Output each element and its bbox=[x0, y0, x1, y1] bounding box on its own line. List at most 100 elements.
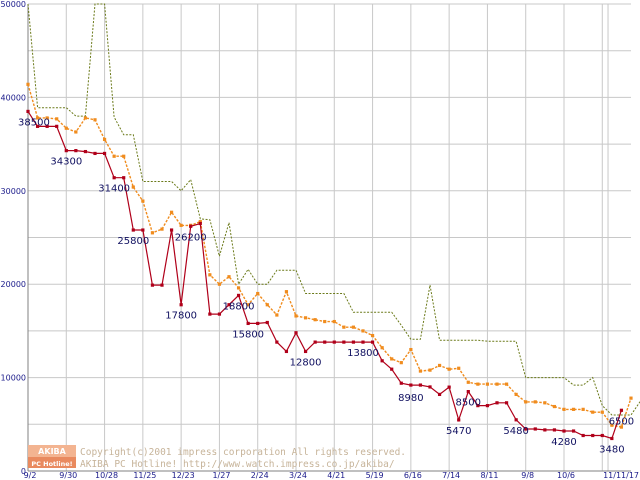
average-point bbox=[399, 361, 403, 365]
average-point bbox=[533, 400, 537, 404]
akiba-logo-bottom bbox=[28, 457, 76, 468]
average-point bbox=[265, 303, 269, 307]
data-label: 8500 bbox=[456, 398, 481, 409]
average-point bbox=[390, 357, 394, 361]
series-average-price bbox=[26, 82, 633, 429]
minimum-point bbox=[514, 418, 518, 422]
minimum-point bbox=[543, 428, 547, 432]
average-point bbox=[236, 286, 241, 290]
average-point bbox=[323, 319, 327, 324]
minimum-point bbox=[361, 340, 365, 344]
minimum-point bbox=[409, 383, 413, 387]
minimum-point bbox=[495, 401, 499, 405]
akiba-logo-top bbox=[28, 445, 76, 457]
minimum-point bbox=[571, 429, 576, 433]
average-point bbox=[313, 318, 317, 322]
average-point bbox=[150, 231, 155, 235]
average-point bbox=[571, 407, 576, 411]
minimum-point bbox=[552, 428, 557, 432]
minimum-point bbox=[504, 401, 509, 405]
average-point bbox=[160, 227, 164, 231]
minimum-point bbox=[390, 367, 394, 371]
average-point bbox=[332, 319, 336, 324]
minimum-point bbox=[323, 340, 327, 344]
minimum-point bbox=[265, 320, 269, 325]
x-tick-label: 12/23 bbox=[172, 471, 195, 480]
average-point bbox=[504, 382, 509, 386]
series-maximum-price bbox=[27, 3, 640, 416]
minimum-point bbox=[141, 228, 145, 232]
minimum-point bbox=[303, 349, 308, 354]
x-tick-label: 3/24 bbox=[289, 471, 307, 480]
minimum-point bbox=[313, 340, 317, 344]
average-point bbox=[217, 282, 222, 286]
minimum-point bbox=[619, 408, 624, 412]
y-tick-label: 40000 bbox=[1, 93, 26, 102]
series-minimum-price bbox=[26, 109, 624, 441]
average-point bbox=[294, 314, 298, 318]
minimum-point bbox=[208, 312, 212, 316]
average-point bbox=[93, 118, 97, 122]
average-point bbox=[141, 199, 145, 203]
axes bbox=[27, 4, 631, 472]
minimum-point bbox=[150, 283, 155, 287]
minimum-point bbox=[610, 436, 614, 441]
minimum-point bbox=[246, 321, 250, 326]
minimum-point bbox=[370, 340, 375, 344]
average-point bbox=[418, 369, 423, 373]
average-point bbox=[131, 185, 135, 189]
average-point bbox=[275, 313, 279, 317]
y-tick-label: 50000 bbox=[1, 0, 26, 9]
x-tick-label: 11/25 bbox=[133, 471, 156, 480]
minimum-point bbox=[112, 176, 116, 180]
minimum-point bbox=[418, 383, 423, 387]
data-label: 25800 bbox=[117, 236, 149, 247]
y-tick-label: 10000 bbox=[1, 374, 26, 383]
x-tick-label: 11/11/17 bbox=[603, 471, 639, 480]
average-point bbox=[380, 346, 384, 350]
average-point bbox=[361, 329, 365, 333]
minimum-point bbox=[227, 303, 231, 307]
average-point bbox=[169, 210, 174, 214]
minimum-point bbox=[74, 149, 78, 153]
y-tick-label: 30000 bbox=[1, 187, 26, 196]
average-point bbox=[179, 223, 183, 227]
average-point bbox=[55, 117, 59, 121]
average-point bbox=[208, 273, 212, 277]
series-layer bbox=[26, 3, 640, 441]
average-point bbox=[447, 367, 451, 371]
minimum-point bbox=[581, 433, 585, 438]
x-tick-label: 4/21 bbox=[327, 471, 345, 480]
minimum-point bbox=[476, 404, 480, 408]
data-label: 18800 bbox=[223, 301, 255, 312]
minimum-point bbox=[466, 390, 470, 394]
average-point bbox=[303, 316, 308, 320]
minimum-point bbox=[93, 151, 97, 156]
x-tick-label: 8/11 bbox=[480, 471, 498, 480]
minimum-point bbox=[26, 109, 30, 114]
average-point bbox=[45, 116, 49, 120]
data-label: 3480 bbox=[599, 444, 624, 455]
data-label: 12800 bbox=[290, 357, 322, 368]
average-point bbox=[370, 333, 375, 338]
minimum-point bbox=[169, 228, 174, 232]
average-point bbox=[112, 154, 116, 158]
average-point bbox=[342, 325, 346, 329]
average-point bbox=[562, 407, 566, 411]
data-label: 13800 bbox=[347, 348, 379, 359]
data-label: 26200 bbox=[175, 232, 207, 243]
akiba-logo-top-text: AKIBA bbox=[38, 447, 66, 456]
data-label: 17800 bbox=[165, 311, 197, 322]
average-point bbox=[591, 410, 595, 414]
minimum-point bbox=[217, 312, 222, 316]
average-point bbox=[227, 275, 231, 279]
average-point bbox=[64, 126, 68, 130]
data-label: 5470 bbox=[446, 426, 471, 437]
average-point bbox=[543, 401, 547, 405]
minimum-point bbox=[45, 124, 49, 128]
x-tick-label: 10/28 bbox=[95, 471, 118, 480]
minimum-point bbox=[342, 340, 346, 344]
average-point bbox=[600, 410, 604, 414]
average-point bbox=[466, 380, 470, 384]
